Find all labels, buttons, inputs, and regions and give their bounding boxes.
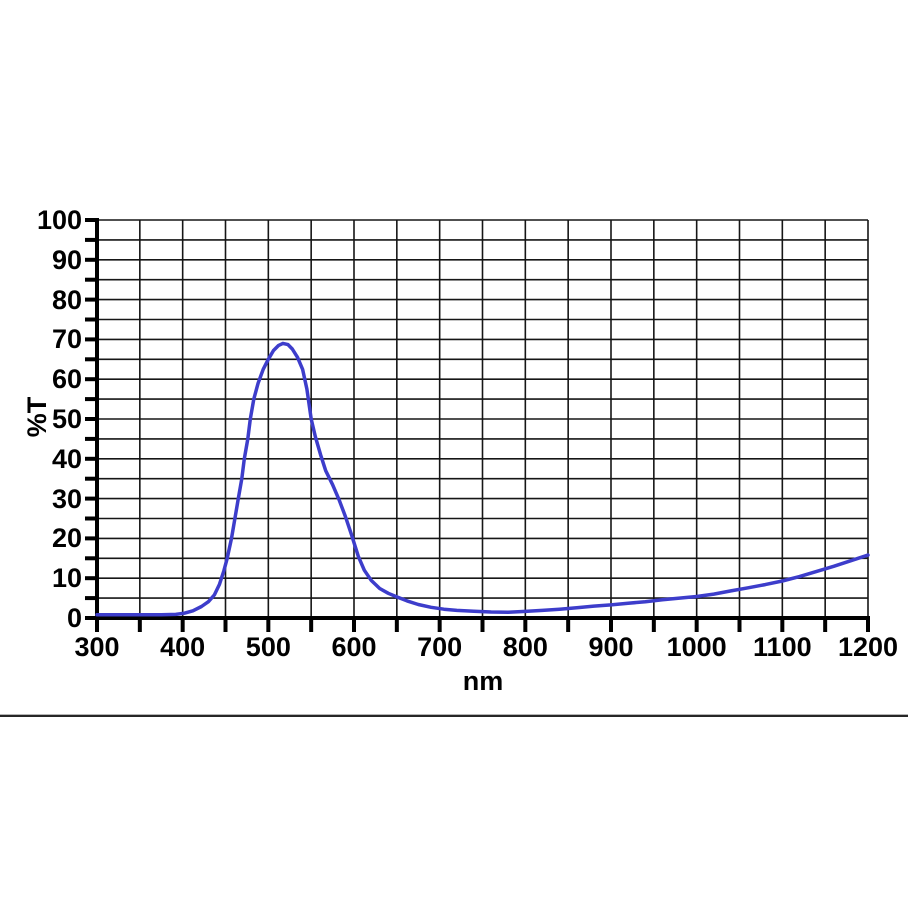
- x-tick-label-1200: 1200: [837, 632, 899, 662]
- y-axis-title: %T: [22, 396, 52, 438]
- x-tick-label-300: 300: [74, 632, 120, 662]
- x-tick-label-1000: 1000: [666, 632, 727, 662]
- transmittance-curve: [95, 341, 870, 617]
- y-tick-label-0: 0: [66, 603, 82, 633]
- y-tick-label-70: 70: [51, 324, 82, 355]
- horizontal-divider: [0, 714, 908, 717]
- x-tick-label-400: 400: [160, 632, 206, 662]
- x-tick-label-1100: 1100: [753, 632, 812, 662]
- y-tick-label-80: 80: [51, 284, 82, 315]
- y-tick-label-90: 90: [51, 244, 82, 275]
- x-tick-label-800: 800: [502, 632, 548, 662]
- x-axis-title: nm: [462, 666, 504, 696]
- y-tick-label-60: 60: [51, 364, 82, 395]
- x-tick-label-500: 500: [245, 632, 291, 662]
- x-tick-label-900: 900: [588, 632, 634, 662]
- x-tick-label-600: 600: [331, 632, 377, 662]
- y-tick-label-100: 100: [36, 205, 82, 235]
- y-tick-label-40: 40: [51, 443, 82, 474]
- x-tick-label-700: 700: [417, 632, 463, 662]
- y-tick-label-10: 10: [51, 563, 82, 594]
- y-tick-label-30: 30: [51, 483, 82, 514]
- y-tick-label-20: 20: [51, 523, 82, 554]
- y-tick-label-50: 50: [51, 404, 82, 434]
